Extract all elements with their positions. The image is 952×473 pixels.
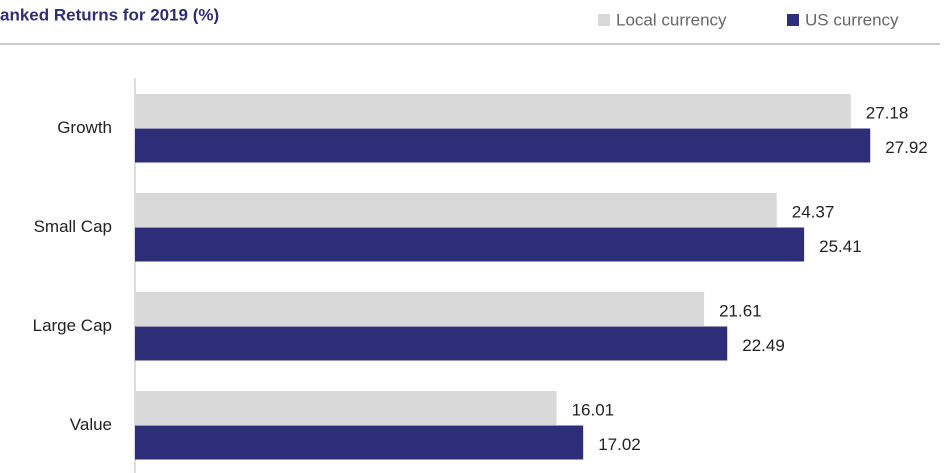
data-label: 27.18 [866, 104, 909, 123]
bar [135, 326, 728, 361]
data-label: 16.01 [572, 401, 615, 420]
bar [135, 193, 777, 227]
data-label: 25.41 [819, 237, 862, 256]
data-label: 24.37 [792, 203, 835, 222]
y-tick-label: Large Cap [33, 316, 112, 335]
chart-title: anked Returns for 2019 (%) [0, 5, 219, 24]
bar [135, 425, 584, 460]
data-label: 27.92 [885, 138, 928, 157]
legend-swatch [787, 14, 799, 26]
legend-label: US currency [805, 10, 899, 29]
legend-swatch [598, 14, 610, 26]
data-label: 17.02 [598, 435, 641, 454]
bar [135, 94, 851, 128]
bar [135, 227, 805, 262]
data-label: 21.61 [719, 302, 762, 321]
bar [135, 128, 871, 163]
data-label: 22.49 [742, 336, 785, 355]
legend-label: Local currency [616, 10, 727, 29]
bar [135, 292, 705, 326]
y-tick-label: Growth [57, 118, 112, 137]
bar [135, 391, 557, 425]
y-tick-label: Value [70, 415, 112, 434]
y-tick-label: Small Cap [34, 217, 112, 236]
